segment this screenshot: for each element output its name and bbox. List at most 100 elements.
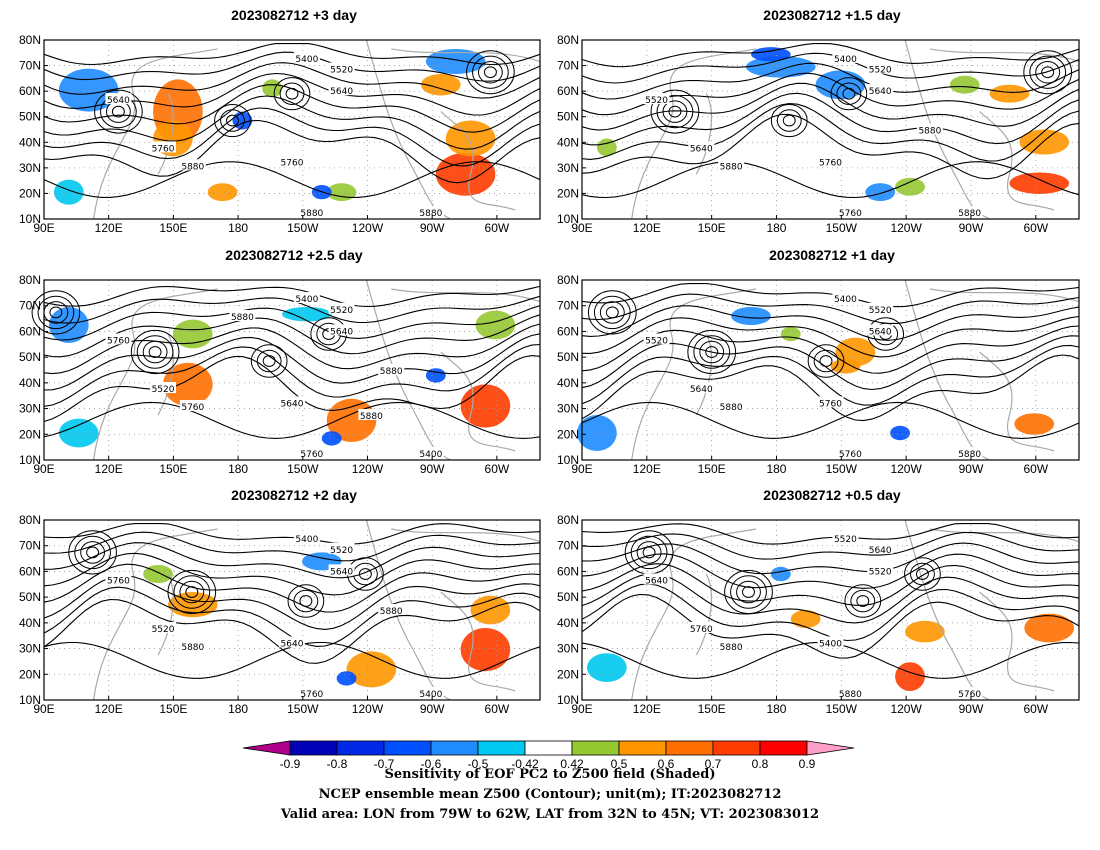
y-tick-label: 30N [557, 642, 579, 656]
contour-closed [477, 60, 503, 84]
contour-label: 5760 [152, 144, 175, 154]
contour-label-bg [688, 382, 715, 393]
sensitivity-shading [282, 307, 332, 322]
contour-closed [593, 295, 631, 330]
contour-line [581, 315, 1080, 358]
x-tick-label: 60W [1023, 221, 1048, 235]
contour-line [581, 62, 1080, 100]
panel-frame [43, 519, 541, 701]
colorbar-segment [571, 740, 620, 756]
contour-label-bg [867, 62, 894, 74]
contour-label-bg [832, 292, 859, 303]
x-tick-label: 60W [485, 221, 510, 235]
contour-closed [94, 89, 143, 134]
contour-closed [776, 109, 802, 132]
coastline [157, 93, 174, 175]
contour-label-bg [328, 542, 355, 554]
y-tick-label: 50N [19, 110, 41, 124]
contour-label: 5640 [107, 96, 130, 106]
panel-title: 2023082712 +2 day [231, 487, 357, 503]
sensitivity-shading [163, 362, 213, 406]
y-tick-label: 70N [19, 299, 41, 313]
x-tick-label: 90W [959, 221, 984, 235]
sensitivity-shading [865, 183, 896, 202]
y-tick-label: 30N [557, 161, 579, 175]
contour-line [581, 523, 1080, 545]
contour-label: 5520 [330, 546, 353, 556]
x-tick-label: 150E [698, 221, 726, 235]
contour-closed [1029, 55, 1067, 89]
contour-label: 5760 [107, 336, 130, 346]
sensitivity-shading [172, 319, 213, 349]
coastline [929, 528, 1080, 543]
contour-line [43, 598, 541, 664]
sensitivity-shading [895, 662, 925, 691]
contour-label-bg [229, 310, 256, 321]
contour-label: 5880 [839, 690, 862, 700]
contour-closed [293, 589, 319, 613]
colorbar-label: 0.6 [658, 757, 675, 771]
contour-label-bg [643, 573, 670, 585]
y-tick-label: 40N [19, 135, 41, 149]
contour-label-bg [837, 205, 864, 217]
contour-closed [142, 340, 168, 364]
contour-line [43, 305, 541, 341]
contour-closed [111, 105, 125, 118]
colorbar-label: -0.5 [468, 757, 489, 771]
colorbar-label: -0.7 [374, 757, 395, 771]
contour-label: 5400 [419, 450, 442, 460]
x-tick-label: 120W [890, 221, 922, 235]
y-tick-label: 40N [557, 616, 579, 630]
contour-label: 5880 [720, 643, 743, 653]
contour-line [581, 82, 1080, 131]
contour-closed [730, 575, 767, 609]
x-tick-label: 120W [352, 462, 384, 476]
x-tick-label: 150W [287, 221, 319, 235]
contour-label: 5760 [690, 625, 713, 635]
contour-label-bg [643, 93, 670, 105]
y-tick-label: 20N [557, 186, 579, 200]
contour-closed [782, 114, 796, 127]
contour-label: 5880 [958, 450, 981, 460]
contour-label-bg [956, 205, 983, 217]
contour-label-bg [817, 155, 844, 167]
contour-label: 5640 [690, 144, 713, 154]
contour-line [581, 325, 1080, 374]
coastline [979, 351, 1055, 452]
contour-closed [285, 87, 299, 100]
y-tick-label: 80N [19, 513, 41, 527]
x-tick-label: 90W [959, 702, 984, 716]
contour-closed [630, 535, 668, 570]
colorbar-segment [524, 740, 573, 756]
contour-line [43, 563, 541, 613]
contour-line [581, 283, 1080, 308]
contour-label: 5640 [330, 87, 353, 97]
x-tick-label: 120E [633, 221, 661, 235]
contour-closed [687, 329, 737, 375]
panel-background [44, 520, 540, 700]
contour-closed [256, 349, 282, 373]
y-tick-label: 10N [557, 693, 579, 707]
contour-line [581, 103, 1080, 162]
contour-label-bg [293, 51, 320, 63]
y-tick-label: 50N [19, 350, 41, 364]
contour-label: 5760 [819, 159, 842, 169]
panel-frame [43, 39, 541, 220]
sensitivity-shading [815, 70, 866, 100]
contour-label: 5760 [819, 399, 842, 409]
contour-label: 5400 [834, 55, 857, 65]
contour-closed [220, 109, 245, 132]
contour-closed [705, 346, 719, 358]
colorbar-segment [383, 740, 432, 756]
contour-label-bg [150, 382, 177, 393]
contour-label: 5880 [958, 209, 981, 219]
contour-closed [650, 89, 700, 134]
sensitivity-shading [262, 79, 283, 98]
contour-line [43, 51, 541, 82]
contour-closed [226, 114, 239, 127]
x-tick-label: 180 [766, 462, 786, 476]
sensitivity-shading [321, 431, 342, 446]
colorbar-label: -0.8 [327, 757, 348, 771]
